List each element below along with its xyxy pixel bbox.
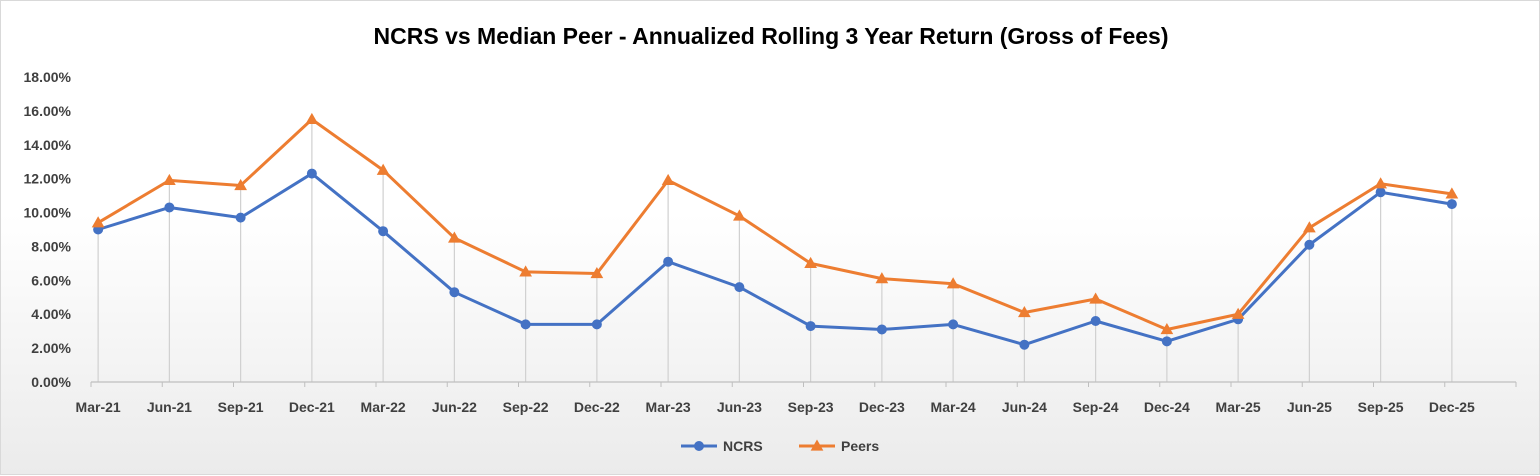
data-point <box>1231 307 1245 319</box>
legend-marker <box>810 439 824 451</box>
data-point <box>733 209 746 221</box>
data-point <box>163 173 176 185</box>
legend-marker <box>694 441 704 451</box>
x-tick-label: Mar-24 <box>931 399 976 415</box>
legend-label: Peers <box>841 438 879 454</box>
data-point <box>519 265 532 277</box>
x-tick-label: Dec-23 <box>859 399 905 415</box>
series-ncrs <box>93 168 1457 350</box>
y-tick-label: 4.00% <box>31 306 71 322</box>
data-point <box>1089 292 1102 304</box>
data-point <box>1304 239 1315 250</box>
data-point <box>1090 316 1101 326</box>
data-point <box>734 282 745 293</box>
data-point <box>234 178 247 191</box>
chart-title: NCRS vs Median Peer - Annualized Rolling… <box>374 23 1169 49</box>
data-point <box>1303 221 1316 233</box>
x-tick-label: Sep-25 <box>1358 399 1404 415</box>
series-peers <box>91 112 1459 335</box>
series-layer <box>91 112 1459 350</box>
data-point <box>1018 306 1031 318</box>
data-point <box>948 319 959 330</box>
data-point <box>164 202 175 213</box>
data-point <box>661 173 675 185</box>
legend: NCRS Peers <box>681 438 879 454</box>
data-point <box>1375 187 1386 198</box>
data-point <box>804 256 817 269</box>
data-point <box>448 231 461 243</box>
x-axis-tick-labels: Mar-21 Jun-21 Sep-21 Dec-21 Mar-22 Jun-22 Sep-… <box>76 399 1475 415</box>
series-line <box>96 117 1454 331</box>
x-tick-label: Sep-24 <box>1073 399 1119 415</box>
data-point <box>449 287 460 298</box>
data-point <box>1374 177 1387 189</box>
x-tick-label: Jun-21 <box>147 399 192 415</box>
y-tick-label: 16.00% <box>24 103 72 119</box>
data-point <box>235 212 246 223</box>
x-tick-label: Sep-23 <box>788 399 834 415</box>
axes <box>90 381 1517 387</box>
x-tick-label: Sep-22 <box>503 399 549 415</box>
data-point <box>663 256 674 267</box>
series-line <box>96 172 1454 347</box>
legend-label: NCRS <box>723 438 763 454</box>
data-point <box>591 319 602 330</box>
data-point <box>306 168 317 179</box>
x-tick-label: Mar-22 <box>361 399 406 415</box>
y-tick-label: 6.00% <box>31 272 71 288</box>
x-tick-label: Dec-22 <box>574 399 620 415</box>
y-tick-label: 8.00% <box>31 238 71 254</box>
x-tick-label: Jun-22 <box>432 399 477 415</box>
data-point <box>376 163 390 175</box>
data-point <box>1446 199 1457 210</box>
x-tick-label: Jun-24 <box>1002 399 1047 415</box>
data-point <box>876 324 887 335</box>
x-tick-label: Dec-25 <box>1429 399 1475 415</box>
x-tick-label: Dec-24 <box>1144 399 1190 415</box>
data-point <box>520 319 531 330</box>
x-tick-label: Jun-25 <box>1287 399 1332 415</box>
data-point <box>946 277 960 289</box>
y-tick-label: 18.00% <box>24 69 72 85</box>
y-tick-label: 0.00% <box>31 374 71 390</box>
data-point <box>590 267 604 279</box>
y-tick-label: 2.00% <box>31 340 71 356</box>
data-point <box>1161 336 1172 347</box>
legend-entry-peers: Peers <box>799 438 879 454</box>
data-point <box>1019 339 1030 350</box>
data-point <box>875 272 889 284</box>
y-tick-label: 10.00% <box>24 205 72 221</box>
x-tick-label: Mar-23 <box>646 399 691 415</box>
y-tick-label: 12.00% <box>24 171 72 187</box>
y-axis-tick-labels: 0.00% 2.00% 4.00% 6.00% 8.00% 10.00% 12.00% 14.… <box>24 69 72 390</box>
data-point <box>805 321 816 332</box>
data-point <box>1160 322 1174 335</box>
drop-lines <box>97 119 1453 382</box>
x-tick-label: Sep-21 <box>218 399 264 415</box>
x-tick-label: Dec-21 <box>289 399 335 415</box>
legend-entry-ncrs: NCRS <box>681 438 763 454</box>
data-point <box>91 216 105 228</box>
data-point <box>305 112 319 124</box>
data-point <box>1445 187 1459 199</box>
x-tick-label: Mar-21 <box>76 399 121 415</box>
y-tick-label: 14.00% <box>24 137 72 153</box>
x-tick-label: Mar-25 <box>1216 399 1261 415</box>
data-point <box>378 226 389 237</box>
x-tick-label: Jun-23 <box>717 399 762 415</box>
